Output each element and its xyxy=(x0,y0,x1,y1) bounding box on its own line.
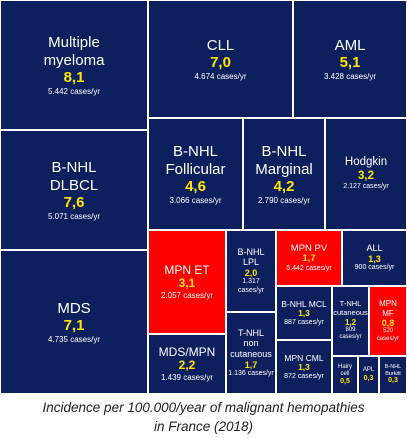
treemap-cell-b-nhl-burkitt: B-NHL Burkitt 0,3 xyxy=(379,356,407,394)
cell-label: MPN CML xyxy=(284,352,324,363)
cell-cases: 5.442 cases/yr xyxy=(47,86,101,96)
cell-cases: 520 cases/yr xyxy=(376,328,400,342)
treemap-cell-b-nhl-follicular: B-NHL Follicular 4,6 3.066 cases/yr xyxy=(148,118,243,230)
cell-value: 8,1 xyxy=(63,69,85,87)
cell-label: MDS xyxy=(57,299,91,317)
cell-value: 5,1 xyxy=(339,54,361,72)
cell-label: B-NHL Burkitt xyxy=(384,364,402,377)
cell-label: Multiple myeloma xyxy=(43,33,105,69)
cell-value: 1,2 xyxy=(344,318,357,328)
cell-value: 7,6 xyxy=(63,194,85,212)
treemap-cell-mpn-et: MPN ET 3,1 2.057 cases/yr xyxy=(148,230,226,334)
cell-label: B-NHL LPL xyxy=(237,246,265,268)
cell-label: Hodgkin xyxy=(344,156,388,169)
cell-value: 1,7 xyxy=(302,252,316,264)
treemap-cell-b-nhl-lpl: B-NHL LPL 2,0 1.317 cases/yr xyxy=(226,230,276,312)
treemap-cell-multiple-myeloma: Multiple myeloma 8,1 5.442 cases/yr xyxy=(0,0,148,130)
cell-value: 1,3 xyxy=(298,361,310,372)
cell-value: 1,3 xyxy=(368,253,381,264)
cell-label: APL xyxy=(362,367,375,374)
cell-value: 7,0 xyxy=(210,54,231,72)
cell-label: B-NHL Follicular xyxy=(165,142,226,178)
cell-cases: 887 cases/yr xyxy=(284,318,324,326)
treemap-cell-t-nhl-cutaneous: T-NHL cutaneous 1,2 809 cases/yr xyxy=(332,286,369,356)
cell-value: 2,2 xyxy=(178,358,196,373)
cell-cases: 2.127 cases/yr xyxy=(343,183,389,191)
treemap-chart: Multiple myeloma 8,1 5.442 cases/yr B-NHL D… xyxy=(0,0,407,394)
cell-value: 7,1 xyxy=(63,317,85,335)
cell-label: Hairy cell xyxy=(337,363,352,377)
cell-label: MPN MF xyxy=(379,299,397,318)
cell-cases: 1.317 cases/yr xyxy=(237,278,265,294)
treemap-cell-mpn-pv: MPN PV 1,7 5.442 cases/yr xyxy=(276,230,342,286)
cell-value: 2,0 xyxy=(244,268,258,279)
cell-value: 4,6 xyxy=(185,178,206,196)
cell-cases: 5.071 cases/yr xyxy=(47,211,101,221)
cell-cases: 872 cases/yr xyxy=(284,372,324,380)
cell-label: MPN PV xyxy=(290,242,328,254)
cell-label: T-NHL cutaneous xyxy=(333,299,368,318)
treemap-cell-b-nhl-mcl: B-NHL MCL 1,3 887 cases/yr xyxy=(276,286,332,340)
chart-caption: Incidence per 100.000/year of malignant … xyxy=(42,400,365,434)
cell-label: CLL xyxy=(206,36,235,54)
cell-value: 0,8 xyxy=(381,318,395,329)
cell-value: 1,3 xyxy=(298,307,310,318)
cell-cases: 2.790 cases/yr xyxy=(257,195,311,205)
cell-cases: 4.735 cases/yr xyxy=(47,334,101,344)
treemap-cell-mpn-cml: MPN CML 1,3 872 cases/yr xyxy=(276,340,332,394)
cell-label: B-NHL DLBCL xyxy=(49,158,99,194)
cell-cases: 3.428 cases/yr xyxy=(323,71,377,81)
cell-value: 3,1 xyxy=(178,276,196,291)
cell-value: 4,2 xyxy=(273,178,295,196)
treemap-cell-aml: AML 5,1 3.428 cases/yr xyxy=(293,0,407,118)
cell-value: 3,2 xyxy=(358,169,374,182)
treemap-cell-mds: MDS 7,1 4.735 cases/yr xyxy=(0,250,148,394)
cell-value: 0,3 xyxy=(363,374,374,382)
treemap-cell-mpn-mf: MPN MF 0,8 520 cases/yr xyxy=(369,286,407,356)
treemap-cell-b-nhl-dlbcl: B-NHL DLBCL 7,6 5.071 cases/yr xyxy=(0,130,148,250)
treemap-cell-b-nhl-marginal: B-NHL Marginal 4,2 2.790 cases/yr xyxy=(243,118,325,230)
cell-cases: 1.136 cases/yr xyxy=(228,369,274,377)
cell-cases: 4.674 cases/yr xyxy=(194,71,247,81)
cell-cases: 3.066 cases/yr xyxy=(169,195,222,205)
cell-value: 0,3 xyxy=(388,377,398,385)
cell-label: T-NHL non cutaneous xyxy=(230,327,272,359)
cell-cases: 5.442 cases/yr xyxy=(286,264,332,272)
treemap-cell-all: ALL 1,3 900 cases/yr xyxy=(342,230,407,286)
cell-cases: 2.057 cases/yr xyxy=(160,291,214,301)
treemap-cell-hairy-cell: Hairy cell 0,5 xyxy=(332,356,358,394)
cell-cases: 1.439 cases/yr xyxy=(160,373,214,383)
cell-label: MPN ET xyxy=(164,263,210,278)
cell-value: 0,5 xyxy=(340,378,350,386)
cell-label: ALL xyxy=(366,243,383,254)
cell-cases: 900 cases/yr xyxy=(354,264,395,272)
treemap-cell-t-nhl-non-cutaneous: T-NHL non cutaneous 1,7 1.136 cases/yr xyxy=(226,312,276,394)
cell-label: B-NHL MCL xyxy=(281,298,327,309)
treemap-cell-hodgkin: Hodgkin 3,2 2.127 cases/yr xyxy=(325,118,407,230)
treemap-cell-cll: CLL 7,0 4.674 cases/yr xyxy=(148,0,293,118)
cell-label: AML xyxy=(334,36,366,54)
cell-cases: 809 cases/yr xyxy=(339,327,362,341)
cell-label: B-NHL Marginal xyxy=(255,142,313,178)
cell-value: 1,7 xyxy=(244,359,258,370)
treemap-cell-mds-mpn: MDS/MPN 2,2 1.439 cases/yr xyxy=(148,334,226,394)
treemap-cell-apl: APL 0,3 xyxy=(358,356,379,394)
cell-label: MDS/MPN xyxy=(158,345,216,360)
